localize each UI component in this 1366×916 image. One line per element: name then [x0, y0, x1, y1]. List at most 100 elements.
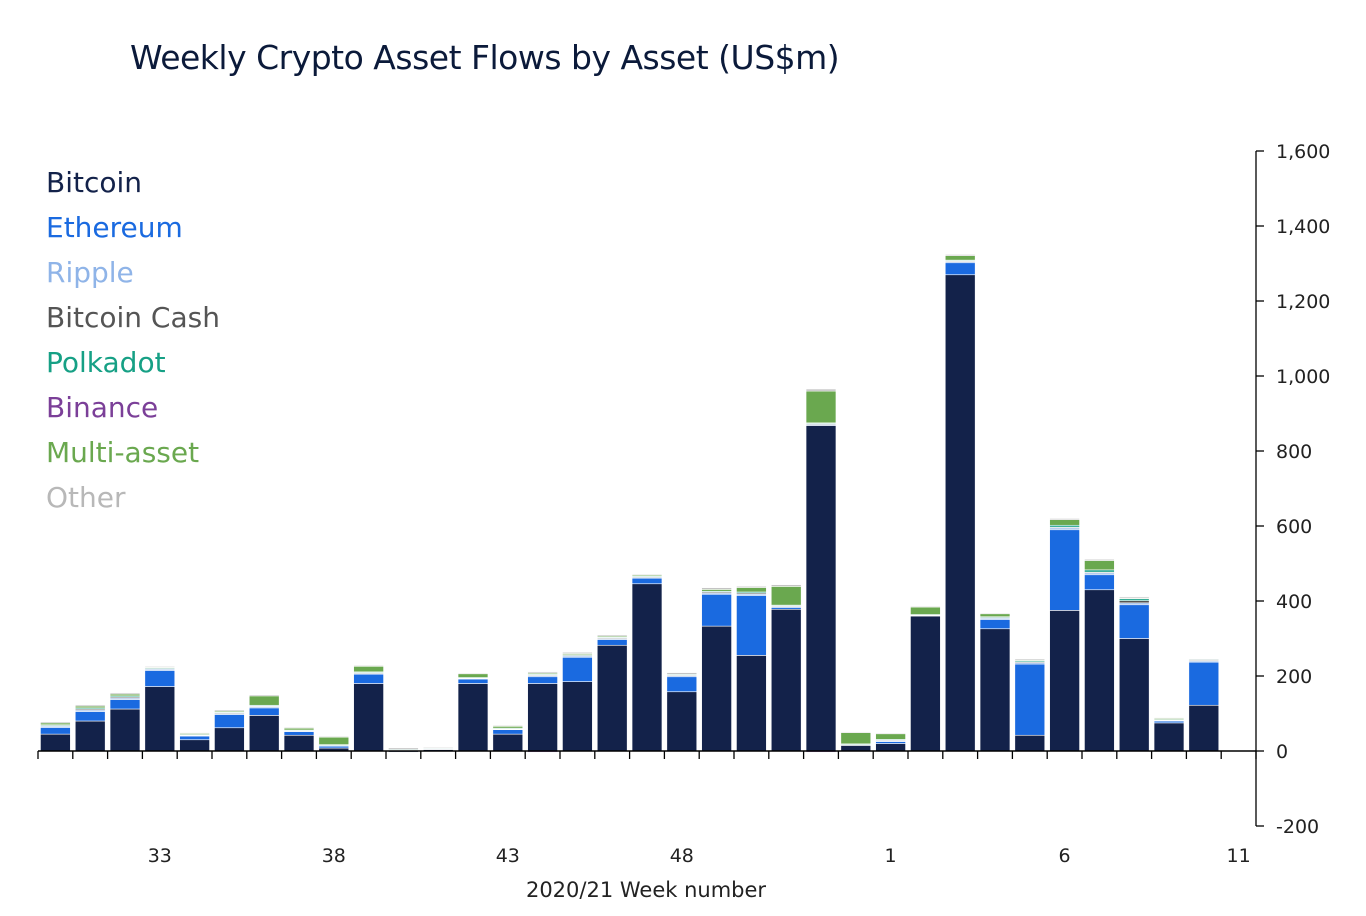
bar-segment-bitcoin — [666, 691, 698, 752]
y-tick-label: -200 — [1276, 816, 1319, 838]
bar-segment-multi-asset — [840, 732, 872, 745]
bar-segment-ethereum — [736, 595, 767, 656]
bar-segment-other — [736, 586, 767, 588]
bar-segment-ethereum — [74, 711, 106, 722]
bar-segment-ethereum — [527, 676, 558, 684]
bar-segment-bitcoin — [562, 681, 593, 752]
bar-segment-other — [214, 709, 245, 712]
bar-segment-bitcoin — [283, 734, 315, 752]
x-tick-label: 1 — [885, 845, 897, 867]
bar-segment-other — [492, 725, 524, 727]
bar-segment-bitcoin — [1049, 610, 1080, 752]
bar-segment-bitcoin — [527, 683, 558, 752]
bar-segment-bitcoin — [1188, 704, 1220, 752]
bar-segment-bitcoin — [109, 708, 141, 752]
bar-segment-bitcoin — [492, 733, 524, 752]
bar-segment-other — [701, 587, 732, 590]
bar-segment-other — [422, 746, 454, 749]
y-tick-label: 1,000 — [1276, 366, 1330, 388]
bar-segment-bitcoin — [736, 655, 767, 752]
bar-segment-bitcoin — [179, 739, 210, 752]
bar-segment-ethereum — [492, 729, 524, 735]
y-tick-label: 200 — [1276, 666, 1312, 688]
bar-segment-other — [944, 254, 976, 256]
bar-segment-other — [527, 671, 558, 674]
legend-item-bitcoin: Bitcoin — [46, 166, 143, 199]
legend: Bitcoin Ethereum Ripple Bitcoin Cash Polkado… — [46, 160, 220, 520]
bar-segment-other — [875, 732, 906, 735]
x-tick-label: 6 — [1059, 845, 1071, 867]
legend-item-polkadot: Polkadot — [46, 346, 166, 379]
bar-segment-bitcoin — [875, 743, 906, 752]
bar-segment-other — [283, 727, 315, 729]
bar-segment-other — [1049, 518, 1080, 520]
bar-segment-other — [1014, 658, 1046, 661]
bar-segment-bitcoin — [457, 683, 489, 752]
bar-segment-other — [562, 652, 593, 654]
bar-segment-bitcoin — [596, 644, 628, 752]
bar-segment-bitcoin — [944, 274, 976, 752]
x-tick-label: 11 — [1227, 845, 1251, 867]
x-tick-label: 48 — [670, 845, 694, 867]
bar-segment-ethereum — [1084, 574, 1115, 591]
x-tick-label: 33 — [148, 845, 172, 867]
y-tick-label: 0 — [1276, 741, 1288, 763]
bar-segment-ethereum — [1188, 661, 1220, 706]
bar-segment-other — [248, 694, 280, 697]
bar-segment-bitcoin — [1014, 734, 1046, 752]
bar-segment-other — [74, 704, 106, 707]
bar-segment-other — [1188, 658, 1220, 660]
bar-segment-multi-asset — [979, 613, 1011, 618]
bar-segment-other — [910, 605, 941, 608]
bar-segment-other — [457, 672, 489, 675]
bar-segment-multi-asset — [1049, 519, 1080, 526]
bar-segment-other — [770, 584, 802, 587]
x-tick-label: 38 — [322, 845, 346, 867]
bar-segment-ethereum — [40, 727, 71, 735]
bar-segment-other — [109, 692, 141, 695]
bar-segment-other — [1084, 559, 1115, 561]
bar-segment-bitcoin — [910, 615, 941, 752]
bar-segment-multi-asset — [353, 665, 384, 673]
bar-segment-bitcoin — [74, 720, 106, 752]
bar-segment-multi-asset — [770, 586, 802, 606]
bar-segment-other — [388, 747, 419, 750]
legend-item-other: Other — [46, 481, 126, 514]
bar-segment-bitcoin — [1153, 722, 1185, 752]
bar-segment-multi-asset — [805, 390, 837, 424]
bar-segment-bitcoin — [979, 628, 1011, 752]
bar-segment-ethereum — [214, 714, 245, 729]
bar-segment-ethereum — [701, 593, 732, 627]
bar-segment-multi-asset — [1084, 560, 1115, 571]
bar-segment-other — [596, 634, 628, 637]
x-tick-label: 43 — [496, 845, 520, 867]
bar-segment-other — [979, 612, 1011, 615]
legend-item-multi-asset: Multi-asset — [46, 436, 200, 469]
bar-segment-ethereum — [457, 678, 489, 684]
bar-segment-ethereum — [562, 656, 593, 682]
bar-segment-bitcoin — [840, 745, 872, 752]
bar-segment-bitcoin — [248, 715, 280, 752]
bar-segment-bitcoin — [631, 583, 663, 752]
y-tick-label: 1,200 — [1276, 291, 1330, 313]
bar-segment-multi-asset — [944, 255, 976, 261]
bar-segment-other — [1153, 717, 1185, 719]
bar-segment-multi-asset — [248, 695, 280, 706]
y-tick-label: 400 — [1276, 591, 1312, 613]
bar-segment-other — [805, 388, 837, 392]
legend-item-ethereum: Ethereum — [46, 211, 183, 244]
bar-segment-other — [353, 665, 384, 667]
bar-segment-other — [1118, 596, 1150, 599]
bar-segment-other — [179, 732, 210, 734]
y-tick-label: 600 — [1276, 516, 1312, 538]
y-tick-label: 800 — [1276, 441, 1312, 463]
bar-segment-bitcoin — [1084, 589, 1115, 752]
bar-segment-ethereum — [179, 735, 210, 741]
legend-item-ripple: Ripple — [46, 256, 134, 289]
bar-segment-ethereum — [248, 707, 280, 716]
bar-segment-multi-asset — [910, 606, 941, 615]
bar-segment-other — [840, 731, 872, 733]
bar-segment-bitcoin — [805, 425, 837, 752]
bar-segment-bitcoin — [214, 727, 245, 752]
